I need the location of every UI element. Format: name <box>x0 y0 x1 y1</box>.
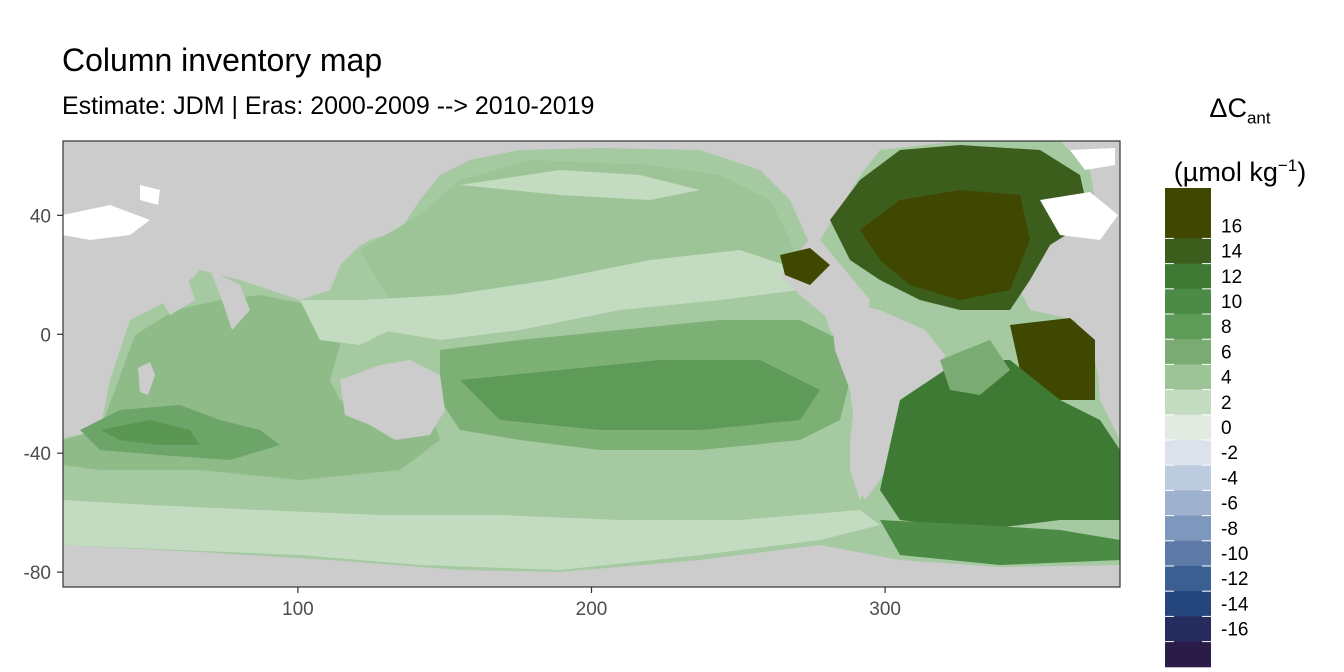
indonesia-light <box>300 300 390 345</box>
southern-ocean <box>63 500 880 570</box>
y-tick-label: 0 <box>40 325 51 346</box>
madagascar <box>138 362 155 395</box>
legend-color-bin <box>1165 314 1211 340</box>
legend-colorbar: 16 14 12 10 8 6 4 2 0 -2 -4 -6 -8 -10 -12 -14 -16 <box>1165 188 1249 668</box>
equatorial-atlantic-core <box>1010 318 1095 400</box>
arabia-land <box>150 270 195 315</box>
pacific-north-light <box>460 170 700 200</box>
legend-label: 6 <box>1221 342 1232 363</box>
legend-label: 12 <box>1221 267 1242 288</box>
legend-label: -4 <box>1221 468 1238 489</box>
legend-label: -6 <box>1221 494 1238 515</box>
x-tick-label: 300 <box>869 599 901 620</box>
legend-label: -8 <box>1221 519 1238 540</box>
legend-label: -14 <box>1221 594 1249 615</box>
legend-label: 4 <box>1221 368 1232 389</box>
legend-title: ΔCant (µmol kg−1) <box>1150 84 1330 196</box>
southern-ocean-atlantic <box>880 520 1120 565</box>
legend-label: -2 <box>1221 443 1238 464</box>
legend-color-bin <box>1165 288 1211 315</box>
x-tick-label: 200 <box>576 599 608 620</box>
legend-label: -10 <box>1221 544 1248 565</box>
pacific-south-core <box>460 360 820 430</box>
legend-symbol: ΔC <box>1209 93 1247 123</box>
legend-color-bin <box>1165 465 1211 491</box>
missing-data-3 <box>1040 192 1118 240</box>
legend-unit-sup: −1 <box>1277 156 1298 176</box>
legend-color-bin <box>1165 414 1211 441</box>
legend-color-bin <box>1165 440 1211 466</box>
legend-subscript: ant <box>1246 108 1271 128</box>
y-tick-label: -40 <box>24 444 51 465</box>
legend-label: 2 <box>1221 393 1232 414</box>
india-land <box>210 270 250 330</box>
legend-label: -16 <box>1221 620 1248 641</box>
australia <box>340 360 445 440</box>
legend-color-bin <box>1165 641 1211 668</box>
legend-unit-suffix: ) <box>1297 157 1307 188</box>
africa-europe <box>1020 230 1120 440</box>
y-tick-label: 40 <box>30 206 51 227</box>
legend-color-bin <box>1165 263 1211 290</box>
legend-color-bin <box>1165 364 1211 391</box>
pacific-light-band <box>360 250 800 340</box>
legend-color-bin <box>1165 566 1211 592</box>
antarctica <box>63 545 1120 587</box>
south-atlantic-light <box>940 340 1010 395</box>
chart-title: Column inventory map <box>62 42 383 78</box>
x-tick-label: 100 <box>282 599 314 620</box>
legend-label: -12 <box>1221 569 1248 590</box>
missing-data-1 <box>63 205 150 240</box>
legend-color-bin <box>1165 515 1211 542</box>
legend-color-bin <box>1165 389 1211 416</box>
legend-label: 10 <box>1221 292 1242 313</box>
legend-color-bin <box>1165 339 1211 365</box>
legend-color-bin <box>1165 490 1211 517</box>
legend-color-bin <box>1165 188 1211 214</box>
south-america <box>830 300 945 500</box>
north-atlantic-core <box>860 190 1030 300</box>
legend-label: 14 <box>1221 242 1243 263</box>
indian-ocean-core <box>100 420 200 445</box>
legend-label: 0 <box>1221 418 1232 439</box>
chart-subtitle: Estimate: JDM | Eras: 2000-2009 --> 2010… <box>62 92 595 120</box>
south-atlantic <box>880 360 1120 530</box>
gulf-core <box>780 248 830 285</box>
y-tick-label: -80 <box>24 563 51 584</box>
legend-color-bin <box>1165 591 1211 617</box>
legend-label: 16 <box>1221 216 1242 237</box>
missing-data-4 <box>1070 148 1115 170</box>
legend-label: 8 <box>1221 317 1232 338</box>
missing-data-2 <box>140 185 160 205</box>
asia-land <box>63 141 460 330</box>
legend-unit-prefix: (µmol kg <box>1173 157 1278 188</box>
legend-color-bin <box>1165 213 1211 239</box>
map-panel <box>63 141 1120 587</box>
legend-color-bin <box>1165 238 1211 265</box>
legend-color-bin <box>1165 616 1211 643</box>
legend-color-bin <box>1165 540 1211 567</box>
